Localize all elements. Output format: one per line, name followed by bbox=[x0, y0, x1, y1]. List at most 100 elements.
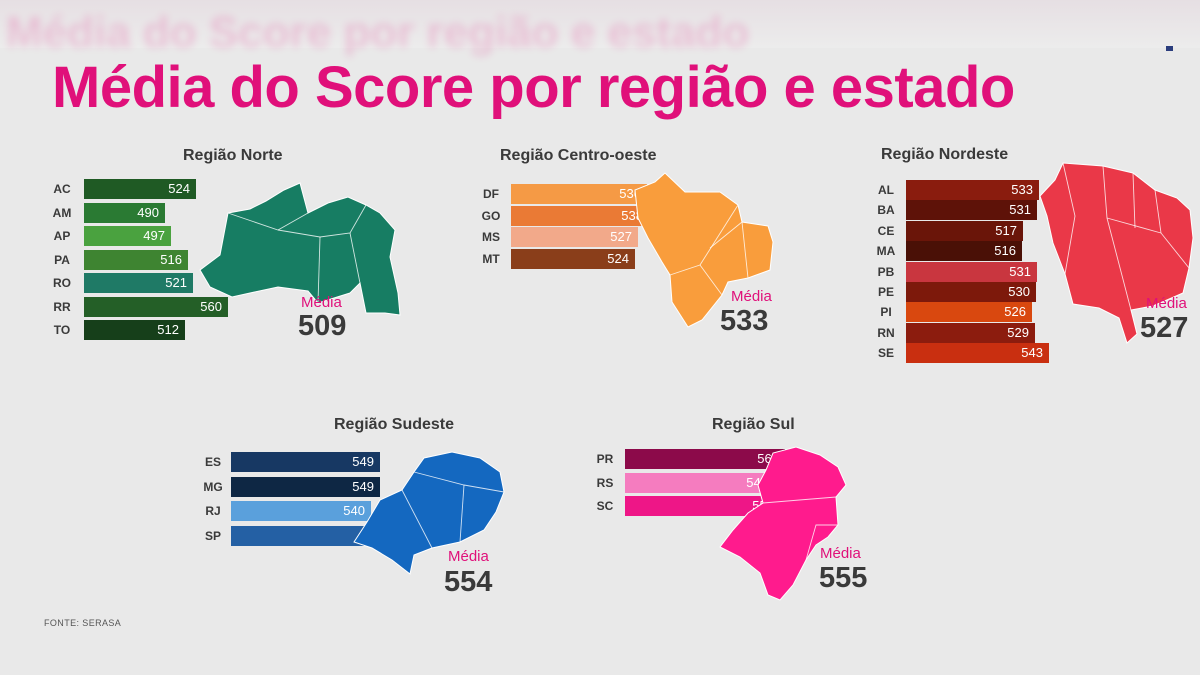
bar-es: 549 bbox=[231, 452, 380, 472]
map-nordeste bbox=[1039, 162, 1194, 344]
bar-ap: 497 bbox=[84, 226, 171, 246]
media-label-sul: Média bbox=[820, 545, 861, 562]
map-border-norte bbox=[317, 236, 321, 304]
bar-value-am: 490 bbox=[137, 204, 159, 220]
source-note: FONTE: SERASA bbox=[44, 618, 122, 628]
map-sudeste bbox=[353, 451, 505, 575]
map-border-centro bbox=[709, 221, 749, 279]
state-label-rj: RJ bbox=[205, 504, 221, 518]
state-label-pi: PI bbox=[880, 305, 892, 320]
state-label-pb: PB bbox=[877, 264, 895, 279]
media-value-centro: 533 bbox=[720, 305, 769, 337]
bar-value-al: 533 bbox=[1011, 182, 1033, 197]
state-label-pr: PR bbox=[596, 452, 614, 466]
state-label-ms: MS bbox=[482, 230, 500, 244]
bar-ms: 527 bbox=[511, 227, 638, 247]
bar-value-ma: 516 bbox=[994, 243, 1016, 259]
bar-value-pa: 516 bbox=[160, 251, 182, 267]
bar-df: 536 bbox=[511, 184, 647, 204]
state-label-mt: MT bbox=[482, 251, 500, 266]
state-label-es: ES bbox=[204, 455, 221, 469]
bar-value-ce: 517 bbox=[995, 222, 1017, 238]
bar-value-mg: 549 bbox=[352, 478, 374, 494]
bar-go: 538 bbox=[511, 205, 649, 226]
bar-value-rr: 560 bbox=[200, 298, 222, 314]
bar-value-pb: 531 bbox=[1009, 263, 1031, 279]
bar-ce: 517 bbox=[906, 220, 1023, 241]
bar-to: 512 bbox=[84, 320, 185, 340]
blurred-banner-text: Média do Score por região e estado bbox=[6, 8, 750, 57]
region-title-norte: Região Norte bbox=[183, 147, 283, 164]
map-border-sul bbox=[805, 524, 838, 561]
map-norte bbox=[199, 182, 401, 316]
bar-pi: 526 bbox=[906, 302, 1032, 323]
state-label-rr: RR bbox=[53, 299, 71, 314]
bar-rn: 529 bbox=[906, 322, 1035, 343]
corner-mark bbox=[1166, 46, 1173, 51]
media-label-nordeste: Média bbox=[1146, 295, 1187, 312]
map-border-nordeste bbox=[1106, 217, 1162, 234]
media-label-norte: Média bbox=[301, 294, 342, 311]
map-border-centro bbox=[699, 204, 739, 266]
region-title-centro: Região Centro-oeste bbox=[500, 147, 657, 164]
state-label-df: DF bbox=[483, 187, 499, 201]
bar-value-se: 543 bbox=[1021, 345, 1043, 361]
state-label-pa: PA bbox=[54, 252, 70, 267]
bar-pe: 530 bbox=[906, 282, 1036, 302]
bar-value-es: 549 bbox=[352, 454, 374, 469]
bar-value-mt: 524 bbox=[607, 250, 629, 266]
map-border-sul bbox=[762, 496, 837, 504]
media-label-centro: Média bbox=[731, 288, 772, 305]
bar-value-pi: 526 bbox=[1004, 304, 1026, 320]
state-label-sc: SC bbox=[596, 499, 614, 513]
media-value-sudeste: 554 bbox=[444, 566, 493, 598]
map-shape-sul bbox=[719, 446, 847, 601]
region-title-sul: Região Sul bbox=[712, 416, 795, 433]
state-label-ba: BA bbox=[877, 203, 895, 218]
media-value-nordeste: 527 bbox=[1140, 312, 1189, 344]
region-title-nordeste: Região Nordeste bbox=[881, 146, 1009, 163]
bar-ba: 531 bbox=[906, 200, 1037, 221]
map-shape-norte bbox=[199, 182, 401, 316]
map-sul bbox=[719, 446, 847, 601]
media-value-sul: 555 bbox=[819, 562, 868, 594]
bar-ro: 521 bbox=[84, 273, 193, 293]
map-border-norte bbox=[349, 232, 361, 284]
bar-se: 543 bbox=[906, 343, 1049, 364]
bar-ac: 524 bbox=[84, 179, 196, 199]
bar-value-rn: 529 bbox=[1007, 324, 1029, 340]
media-value-norte: 509 bbox=[298, 310, 347, 342]
state-label-se: SE bbox=[877, 346, 894, 361]
top-banner: Média do Score por região e estado bbox=[0, 0, 1200, 57]
bar-am: 490 bbox=[84, 202, 165, 223]
page-title: Média do Score por região e estado bbox=[52, 55, 1015, 120]
state-label-ro: RO bbox=[53, 276, 71, 290]
bar-value-rj: 540 bbox=[343, 503, 365, 518]
bar-value-ba: 531 bbox=[1009, 202, 1031, 218]
state-label-ma: MA bbox=[876, 244, 896, 259]
bar-value-ac: 524 bbox=[168, 181, 190, 196]
state-label-am: AM bbox=[52, 205, 72, 220]
bar-rj: 540 bbox=[231, 501, 371, 521]
state-label-sp: SP bbox=[204, 528, 221, 543]
map-border-norte bbox=[277, 204, 367, 238]
state-label-go: GO bbox=[481, 208, 501, 223]
state-label-mg: MG bbox=[203, 479, 223, 494]
map-border-sudeste bbox=[459, 484, 465, 543]
bar-value-ro: 521 bbox=[165, 275, 187, 290]
bar-al: 533 bbox=[906, 180, 1039, 200]
state-label-al: AL bbox=[878, 183, 894, 197]
state-label-rs: RS bbox=[596, 475, 614, 490]
region-title-sudeste: Região Sudeste bbox=[334, 416, 455, 433]
state-label-ce: CE bbox=[877, 223, 895, 238]
bar-ma: 516 bbox=[906, 241, 1022, 262]
state-label-rn: RN bbox=[877, 325, 895, 340]
media-label-sudeste: Média bbox=[448, 548, 489, 565]
map-centro bbox=[634, 172, 774, 328]
state-label-ap: AP bbox=[53, 229, 71, 243]
state-label-pe: PE bbox=[877, 285, 894, 299]
bar-value-pe: 530 bbox=[1008, 284, 1030, 299]
state-label-ac: AC bbox=[53, 182, 71, 196]
bar-value-ms: 527 bbox=[610, 229, 632, 244]
bar-value-to: 512 bbox=[157, 322, 179, 337]
